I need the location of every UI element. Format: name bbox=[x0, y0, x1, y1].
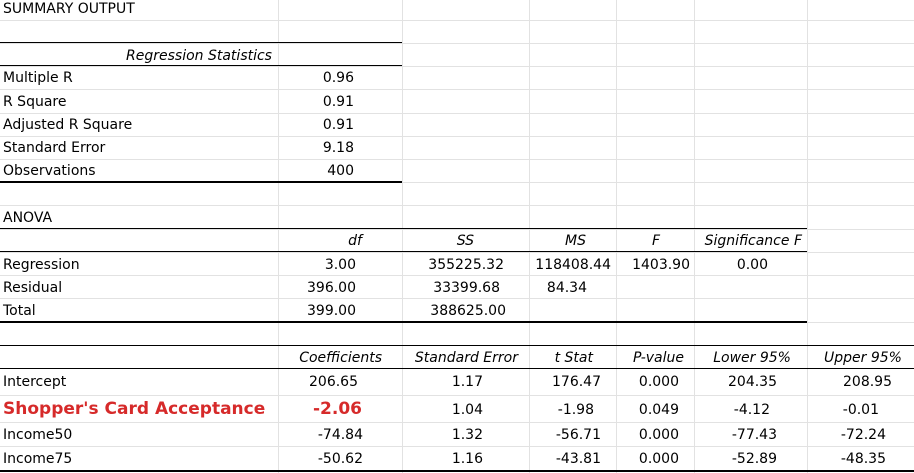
regstats-label: Observations bbox=[3, 163, 96, 179]
coef-t: -43.81 bbox=[555, 451, 601, 467]
anova-ms: 118408.44 bbox=[535, 257, 611, 273]
coef-p: 0.000 bbox=[638, 427, 679, 443]
coef-t: -56.71 bbox=[555, 427, 601, 443]
regstats-top-border bbox=[0, 42, 402, 43]
anova-bottom-border bbox=[0, 321, 807, 323]
coef-header-upper-95: Upper 95% bbox=[824, 350, 902, 366]
regstats-value: 0.91 bbox=[322, 94, 354, 110]
regstats-label: Standard Error bbox=[3, 140, 106, 156]
coef-upper: -48.35 bbox=[840, 451, 886, 467]
coef-se: 1.04 bbox=[451, 402, 483, 418]
coef-lower: -52.89 bbox=[731, 451, 777, 467]
coef-upper: -72.24 bbox=[840, 427, 886, 443]
coef-header-t-stat: t Stat bbox=[554, 350, 593, 366]
anova-df: 3.00 bbox=[324, 257, 356, 273]
coef-upper: 208.95 bbox=[843, 374, 892, 390]
regstats-value: 400 bbox=[327, 163, 354, 179]
anova-row-label: Total bbox=[3, 303, 36, 319]
coef-upper: -0.01 bbox=[842, 402, 879, 418]
anova-f: 1403.90 bbox=[632, 257, 690, 273]
regstats-label: R Square bbox=[3, 94, 67, 110]
coef-p: 0.049 bbox=[638, 402, 679, 418]
anova-header-f: F bbox=[651, 233, 660, 249]
coef-lower: -4.12 bbox=[733, 402, 770, 418]
anova-df: 399.00 bbox=[307, 303, 356, 319]
coef-header-coefficients: Coefficients bbox=[299, 350, 382, 366]
anova-ms: 84.34 bbox=[546, 280, 587, 296]
coef-value-highlight: -2.06 bbox=[313, 399, 362, 419]
anova-ss: 33399.68 bbox=[433, 280, 500, 296]
coef-value: 206.65 bbox=[309, 374, 358, 390]
anova-header-df: df bbox=[348, 233, 362, 249]
regstats-header-border bbox=[0, 65, 402, 66]
regstats-header: Regression Statistics bbox=[126, 48, 272, 64]
coef-se: 1.32 bbox=[451, 427, 483, 443]
coef-header-standard-error: Standard Error bbox=[414, 350, 518, 366]
anova-ss: 388625.00 bbox=[430, 303, 506, 319]
coef-lower: 204.35 bbox=[728, 374, 777, 390]
coef-t: 176.47 bbox=[552, 374, 601, 390]
coef-value: -74.84 bbox=[317, 427, 363, 443]
regstats-label: Multiple R bbox=[3, 70, 73, 86]
anova-header-border bbox=[0, 251, 807, 252]
coef-row-label: Intercept bbox=[3, 374, 67, 390]
anova-header-significance: Significance F bbox=[704, 233, 802, 249]
regstats-value: 0.96 bbox=[322, 70, 354, 86]
regstats-bottom-border bbox=[0, 181, 402, 183]
coef-value: -50.62 bbox=[317, 451, 363, 467]
coef-header-border bbox=[0, 368, 914, 369]
coef-se: 1.17 bbox=[451, 374, 483, 390]
coef-header-p-value: P-value bbox=[633, 350, 684, 366]
anova-top-border bbox=[0, 228, 807, 229]
coef-lower: -77.43 bbox=[731, 427, 777, 443]
anova-title: ANOVA bbox=[3, 210, 53, 226]
anova-row-label: Residual bbox=[3, 280, 63, 296]
anova-df: 396.00 bbox=[307, 280, 356, 296]
coef-row-label: Income50 bbox=[3, 427, 73, 443]
regstats-value: 0.91 bbox=[322, 117, 354, 133]
coef-row-label: Income75 bbox=[3, 451, 73, 467]
anova-header-ms: MS bbox=[565, 233, 586, 249]
coef-p: 0.000 bbox=[638, 374, 679, 390]
summary-title: SUMMARY OUTPUT bbox=[3, 1, 135, 17]
coef-se: 1.16 bbox=[451, 451, 483, 467]
coef-top-border bbox=[0, 345, 914, 346]
regstats-label: Adjusted R Square bbox=[3, 117, 133, 133]
anova-header-ss: SS bbox=[456, 233, 474, 249]
anova-row-label: Regression bbox=[3, 257, 80, 273]
coef-t: -1.98 bbox=[557, 402, 594, 418]
coef-p: 0.000 bbox=[638, 451, 679, 467]
anova-sig: 0.00 bbox=[736, 257, 768, 273]
regstats-value: 9.18 bbox=[322, 140, 354, 156]
coef-bottom-border bbox=[0, 470, 914, 472]
anova-ss: 355225.32 bbox=[428, 257, 504, 273]
coef-header-lower-95: Lower 95% bbox=[713, 350, 791, 366]
coef-row-label-highlight: Shopper's Card Acceptance bbox=[3, 399, 266, 419]
